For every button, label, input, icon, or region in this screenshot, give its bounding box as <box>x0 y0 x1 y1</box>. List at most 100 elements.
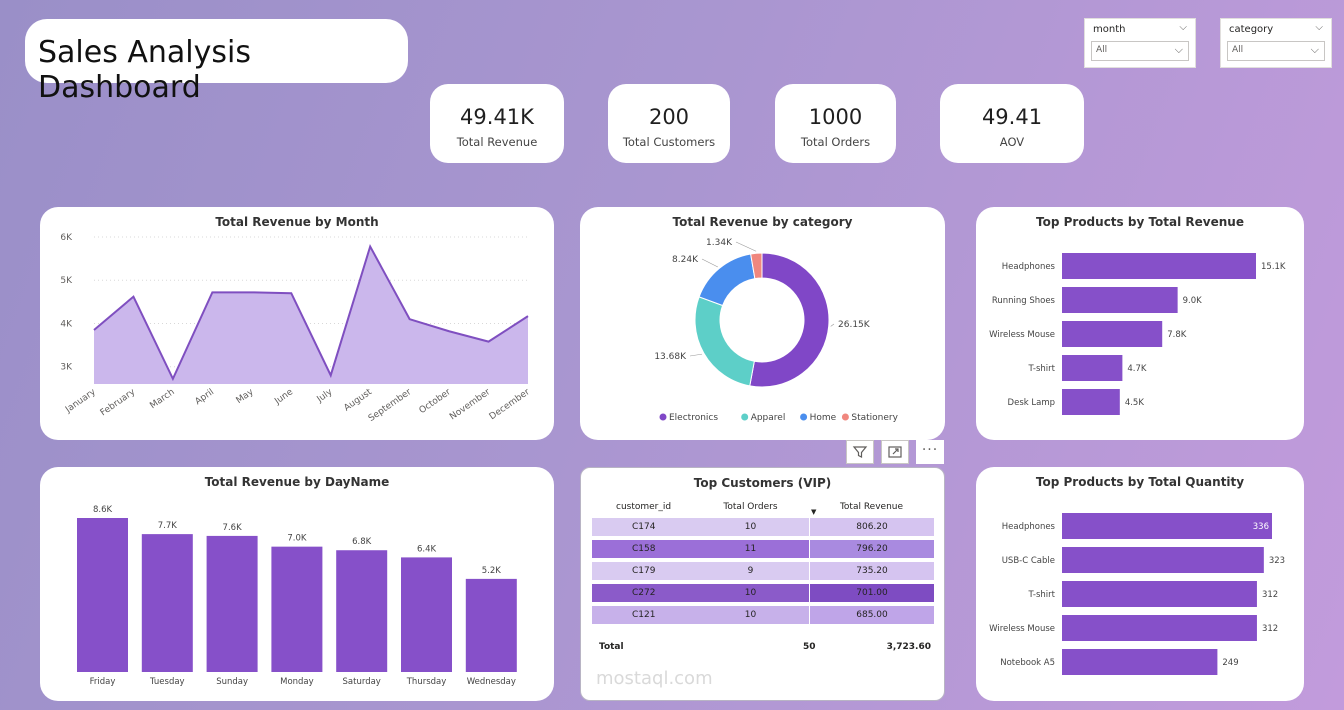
top-customers-panel[interactable]: Top Customers (VIP) customer_id Total Or… <box>580 467 945 701</box>
month-slicer[interactable]: month ⌵ All ⌵ <box>1084 18 1196 68</box>
bar <box>271 546 323 672</box>
data-label: 4.5K <box>1125 398 1145 408</box>
kpi-label: Total Revenue <box>456 135 538 149</box>
legend-marker <box>741 413 749 421</box>
pie-slice <box>750 252 763 280</box>
data-label: 323 <box>1269 556 1285 566</box>
category-dropdown[interactable]: All ⌵ <box>1227 41 1325 61</box>
pie-slice <box>749 252 830 388</box>
sort-desc-icon[interactable]: ▼ <box>811 508 817 516</box>
bar <box>1062 581 1257 607</box>
kpi-total-revenue[interactable]: 49.41K Total Revenue <box>430 84 564 163</box>
table-cell: C272 <box>592 584 692 602</box>
bar <box>1062 321 1163 347</box>
legend-marker <box>841 413 849 421</box>
kpi-value: 200 <box>648 105 690 129</box>
x-tick-label: Friday <box>90 677 116 687</box>
data-label: 6.4K <box>417 544 437 554</box>
revenue-by-month-panel[interactable]: Total Revenue by Month 3K 4K 5K 6K January Fe… <box>40 207 554 440</box>
bar <box>1062 615 1257 641</box>
chart-title: Total Revenue by Month <box>215 215 379 229</box>
data-label: 9.0K <box>1183 296 1203 306</box>
table-cell: 685.00 <box>809 606 934 624</box>
column-header[interactable]: customer_id <box>616 502 672 512</box>
x-tick-label: November <box>448 387 492 422</box>
top-products-revenue-chart[interactable]: Headphones 15.1K Running Shoes 9.0K Wireless… <box>976 207 1304 440</box>
x-tick-label: Tuesday <box>149 677 185 687</box>
bar <box>1062 389 1120 415</box>
table-cell: 796.20 <box>809 540 934 558</box>
bar <box>465 578 517 672</box>
kpi-label: Total Orders <box>800 135 871 149</box>
data-label: 15.1K <box>1261 262 1286 272</box>
y-tick-label: 4K <box>60 319 73 329</box>
x-tick-label: June <box>272 387 295 407</box>
table-row[interactable]: C121 10 685.00 <box>592 606 934 624</box>
top-products-quantity-panel[interactable]: Top Products by Total Quantity Headphone… <box>976 467 1304 701</box>
revenue-by-category-panel[interactable]: Total Revenue by category 26.15K 13.68K 8.… <box>580 207 945 440</box>
x-tick-label: August <box>342 387 374 414</box>
month-dropdown[interactable]: All ⌵ <box>1091 41 1189 61</box>
total-label: Total <box>599 642 624 652</box>
legend-label: Electronics <box>669 413 718 423</box>
category-slicer-label: category <box>1229 24 1274 35</box>
category-label: Notebook A5 <box>1000 658 1055 668</box>
table-cell: 701.00 <box>809 584 934 602</box>
kpi-aov[interactable]: 49.41 AOV <box>940 84 1084 163</box>
x-tick-label: Wednesday <box>467 677 516 687</box>
table-cell: 9 <box>692 562 809 580</box>
table-cell: 735.20 <box>809 562 934 580</box>
table-cell: C121 <box>592 606 692 624</box>
filter-icon[interactable] <box>846 440 874 464</box>
legend-label: Stationery <box>851 413 898 423</box>
kpi-total-orders[interactable]: 1000 Total Orders <box>775 84 896 163</box>
x-tick-label: Sunday <box>216 677 248 687</box>
chart-title: Top Products by Total Revenue <box>1036 215 1244 229</box>
kpi-value: 49.41K <box>460 105 534 129</box>
table-row[interactable]: C179 9 735.20 <box>592 562 934 580</box>
x-tick-label: January <box>63 387 98 416</box>
category-label: T-shirt <box>1028 590 1056 600</box>
x-tick-label: Monday <box>280 677 314 687</box>
revenue-by-dayname-panel[interactable]: Total Revenue by DayName 8.6K Friday 7.7K T… <box>40 467 554 701</box>
revenue-by-category-chart[interactable]: 26.15K 13.68K 8.24K 1.34K Electronics Apparel… <box>580 207 945 440</box>
chevron-up-icon[interactable]: ⌵ <box>1315 22 1323 33</box>
table-row[interactable]: C158 11 796.20 <box>592 540 934 558</box>
category-label: Headphones <box>1002 522 1056 532</box>
category-label: Desk Lamp <box>1008 398 1055 408</box>
data-label: 8.24K <box>672 255 699 265</box>
data-label: 7.7K <box>158 521 178 531</box>
watermark: mostaql.com <box>596 668 713 689</box>
chevron-down-icon: ⌵ <box>1174 43 1183 56</box>
focus-mode-icon[interactable] <box>881 440 909 464</box>
column-header[interactable]: Total Orders <box>723 502 778 512</box>
category-slicer[interactable]: category ⌵ All ⌵ <box>1220 18 1332 68</box>
chevron-up-icon[interactable]: ⌵ <box>1179 22 1187 33</box>
table-cell: 806.20 <box>809 518 934 536</box>
kpi-total-customers[interactable]: 200 Total Customers <box>608 84 730 163</box>
x-tick-label: March <box>148 387 176 411</box>
table-cell: 11 <box>692 540 809 558</box>
data-label: 13.68K <box>654 352 687 362</box>
table-row[interactable]: C174 10 806.20 <box>592 518 934 536</box>
more-options-icon[interactable]: ··· <box>916 440 944 464</box>
table-row[interactable]: C272 10 701.00 <box>592 584 934 602</box>
top-products-revenue-panel[interactable]: Top Products by Total Revenue Headphones… <box>976 207 1304 440</box>
column-header[interactable]: Total Revenue ▼ <box>809 500 934 516</box>
category-label: Headphones <box>1002 262 1056 272</box>
data-label: 249 <box>1222 658 1238 668</box>
chevron-down-icon: ⌵ <box>1310 43 1319 56</box>
table-cell: C179 <box>592 562 692 580</box>
revenue-by-month-chart[interactable]: 3K 4K 5K 6K January February March April May June… <box>40 207 554 440</box>
revenue-by-dayname-chart[interactable]: 8.6K Friday 7.7K Tuesday 7.6K Sunday 7.0K Monda… <box>40 467 554 701</box>
table-cell: 10 <box>692 518 809 536</box>
top-products-quantity-chart[interactable]: Headphones 336 USB-C Cable 323 T-shirt 312 Wir… <box>976 467 1304 701</box>
column-header-label: Total Revenue <box>839 502 904 512</box>
total-orders: 50 <box>803 642 816 652</box>
total-revenue: 3,723.60 <box>886 642 931 652</box>
leader-line <box>689 353 703 357</box>
x-tick-label: Saturday <box>343 677 381 687</box>
bar <box>336 550 388 672</box>
top-customers-table[interactable]: customer_id Total Orders Total Revenue ▼… <box>592 496 934 628</box>
category-label: Wireless Mouse <box>989 330 1055 340</box>
